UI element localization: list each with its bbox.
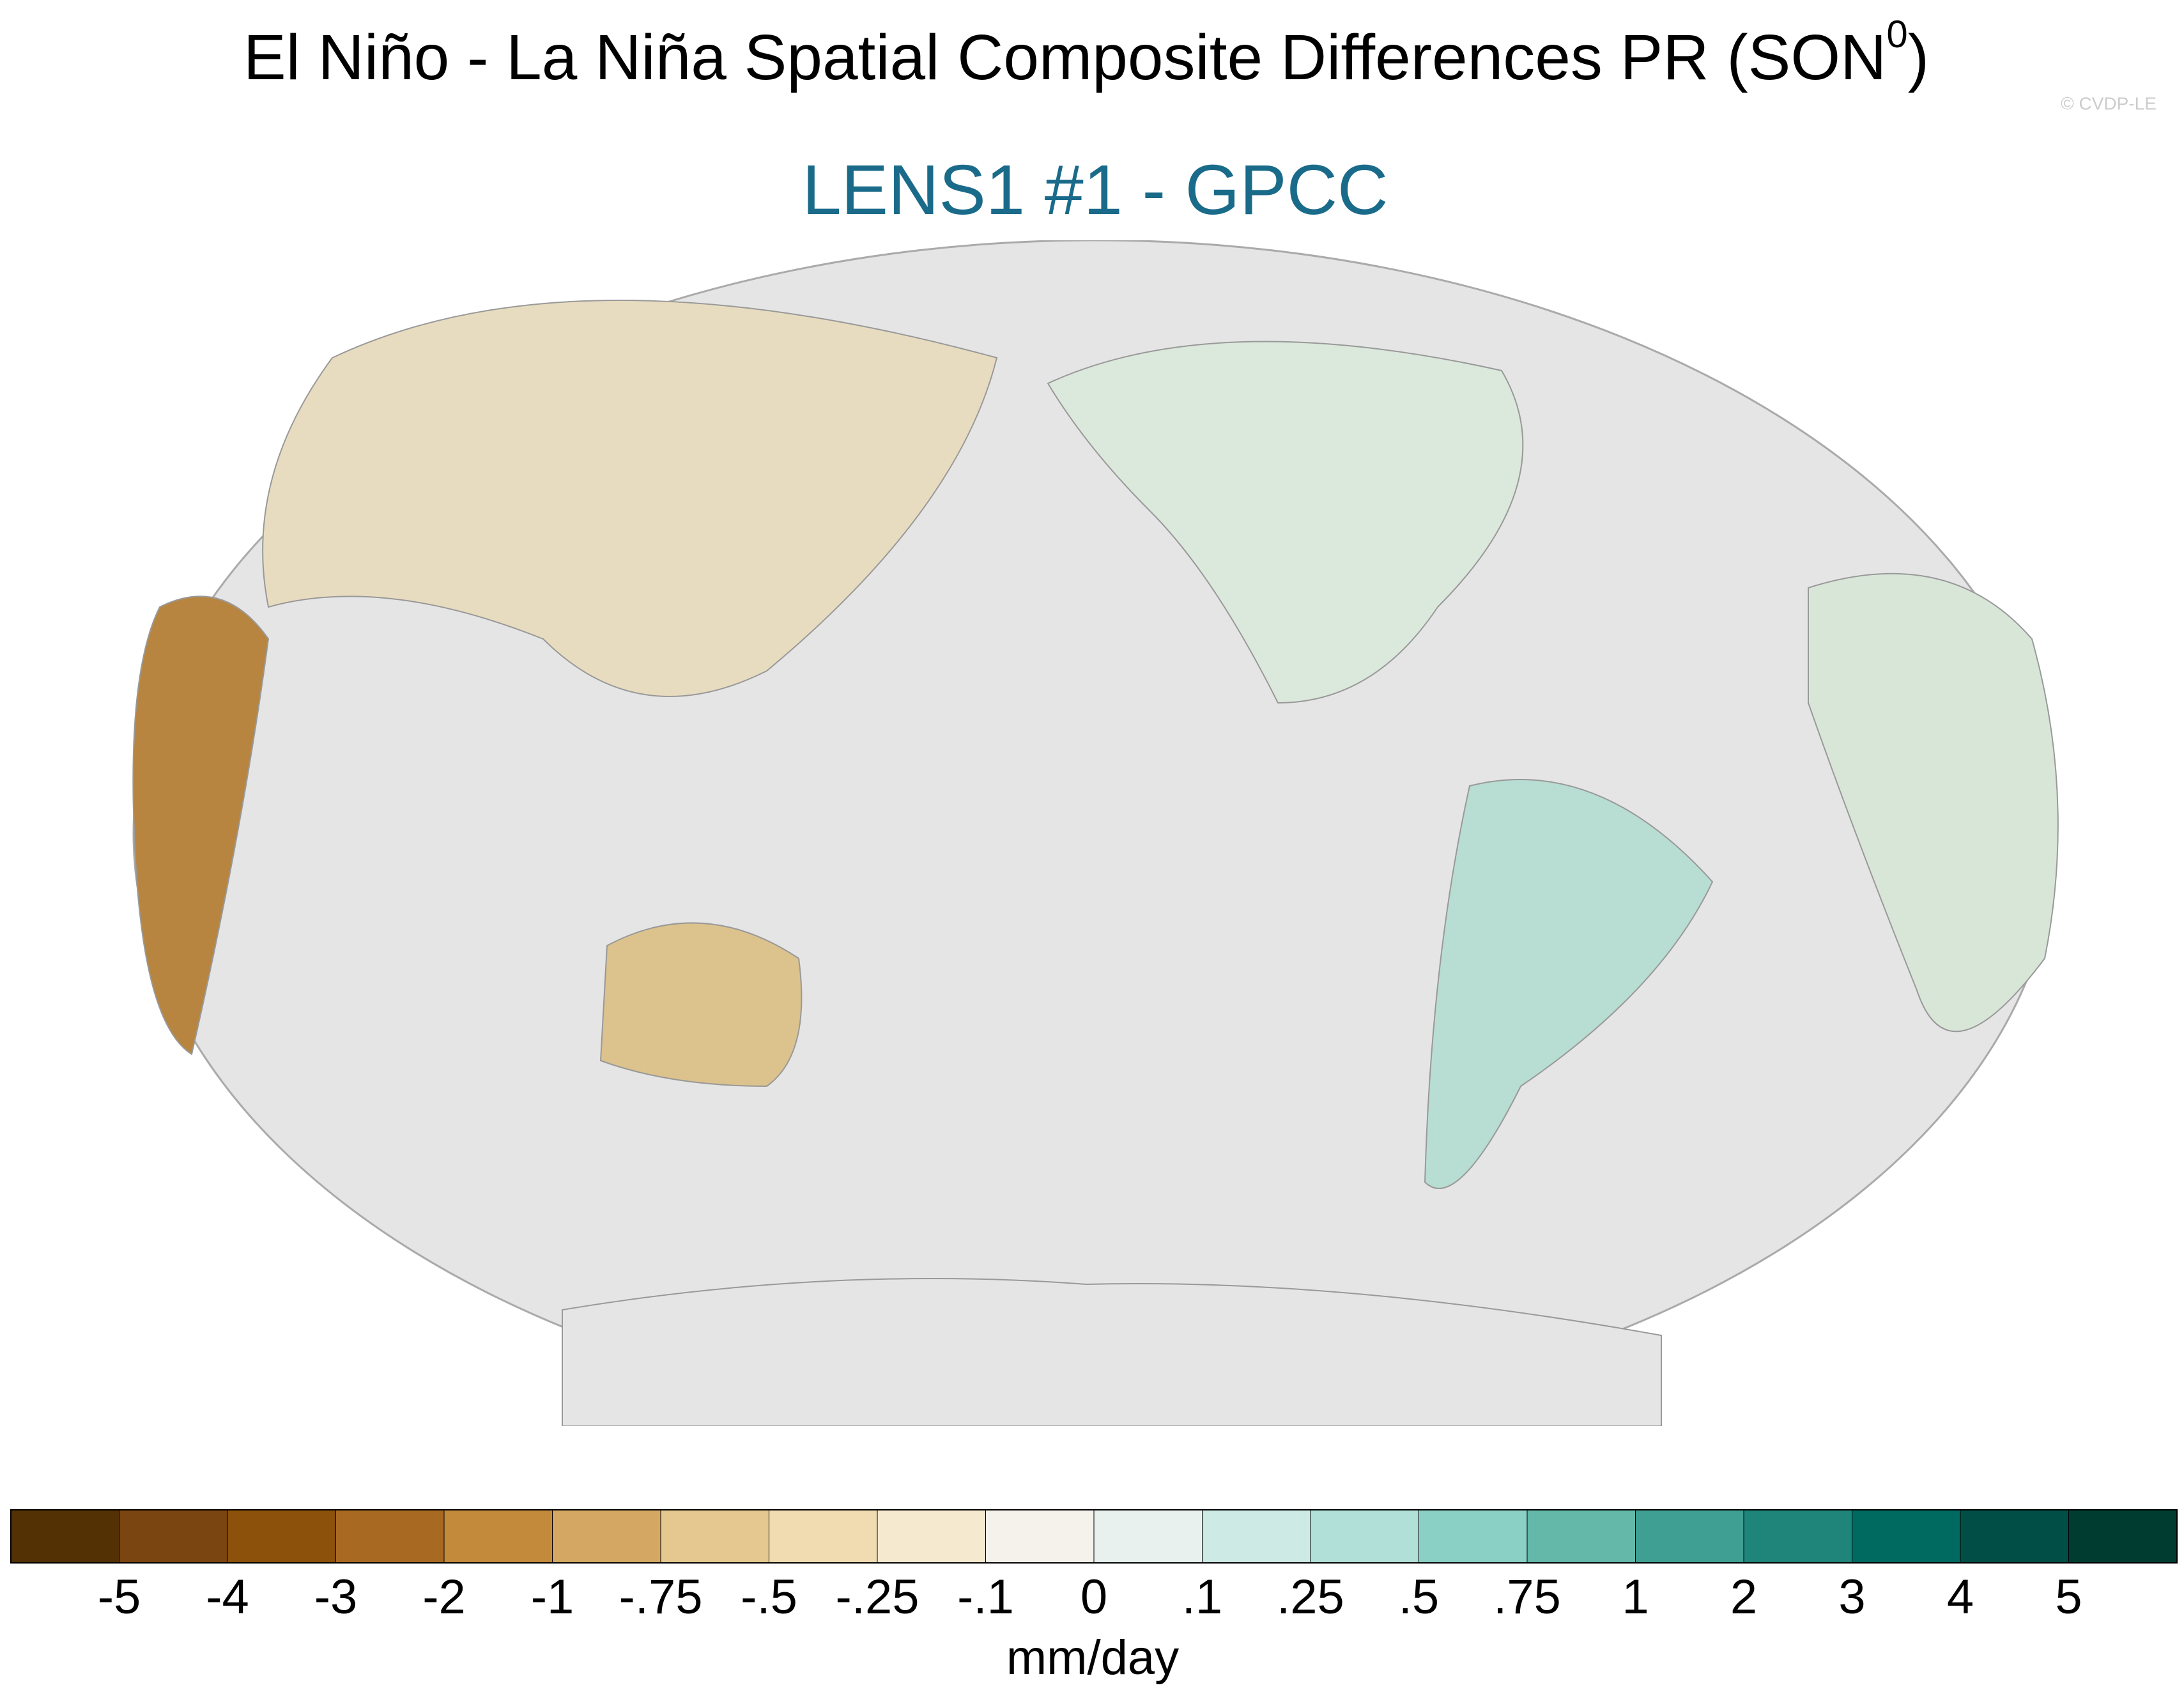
colorbar: -5 -4 -3 -2 -1 -.75 -.5 -.25 -.1 0 .1 .25 .5 .75 1 2 3 4 5… [10, 1509, 2178, 1685]
colorbar-swatch [1960, 1510, 2069, 1563]
watermark: © CVDP-LE [2061, 93, 2157, 113]
south-america [1424, 779, 1714, 1189]
colorbar-swatch [1635, 1510, 1744, 1563]
colorbar-label: mm/day [1006, 1631, 1179, 1685]
colorbar-swatch [1852, 1510, 1961, 1563]
colorbar-tick-label: 4 [1947, 1570, 1974, 1624]
colorbar-swatch [335, 1510, 445, 1563]
colorbar-tick-label: -.1 [957, 1570, 1014, 1624]
colorbar-swatch [552, 1510, 661, 1563]
colorbar-swatch [769, 1510, 878, 1563]
title: El Niño - La Niña Spatial Composite Diff… [243, 13, 1929, 94]
colorbar-swatch [985, 1510, 1095, 1563]
colorbar-tick-label: -4 [206, 1570, 249, 1624]
title-superscript: 0 [1886, 13, 1907, 56]
colorbar-tick-label: 3 [1838, 1570, 1865, 1624]
colorbar-tick-label: -1 [531, 1570, 574, 1624]
colorbar-swatch [1744, 1510, 1852, 1563]
colorbar-tick-label: -.75 [619, 1570, 703, 1624]
colorbar-tick-label: 0 [1080, 1570, 1107, 1624]
colorbar-tick-label: 2 [1730, 1570, 1757, 1624]
africa-east [132, 596, 270, 1056]
colorbar-tick-label: -2 [422, 1570, 466, 1624]
colorbar-swatch [1202, 1510, 1311, 1563]
colorbar-swatch [1094, 1510, 1203, 1563]
colorbar-tick-label: -3 [314, 1570, 358, 1624]
asia [262, 300, 998, 697]
colorbar-tick-label: .75 [1493, 1570, 1561, 1624]
australia [599, 922, 803, 1087]
colorbar-swatch [227, 1510, 336, 1563]
colorbar-tick-label: -.25 [836, 1570, 919, 1624]
title-text: El Niño - La Niña Spatial Composite Diff… [243, 22, 1886, 93]
colorbar-swatch [1419, 1510, 1528, 1563]
colorbar-swatch [1527, 1510, 1636, 1563]
colorbar-tick-label: 1 [1622, 1570, 1649, 1624]
colorbar-swatch [11, 1510, 119, 1563]
colorbar-swatch [444, 1510, 553, 1563]
antarctica [562, 1278, 1662, 1426]
colorbar-tick-label: -.5 [741, 1570, 797, 1624]
colorbar-tick-label: -5 [98, 1570, 141, 1624]
colorbar-tick-label: .25 [1277, 1570, 1344, 1624]
colorbar-swatch [1311, 1510, 1419, 1563]
colorbar-tick-label: .5 [1399, 1570, 1439, 1624]
africa [1808, 573, 2059, 1033]
colorbar-tick-label: 5 [2055, 1570, 2082, 1624]
colorbar-swatch [877, 1510, 986, 1563]
subtitle: LENS1 #1 - GPCC [802, 151, 1388, 229]
colorbar-swatch [2068, 1510, 2178, 1563]
colorbar-swatch [661, 1510, 769, 1563]
colorbar-tick-label: .1 [1182, 1570, 1222, 1624]
north-america [1047, 341, 1524, 704]
map [132, 240, 2059, 1426]
title-end: ) [1908, 22, 1929, 93]
colorbar-swatch [119, 1510, 228, 1563]
